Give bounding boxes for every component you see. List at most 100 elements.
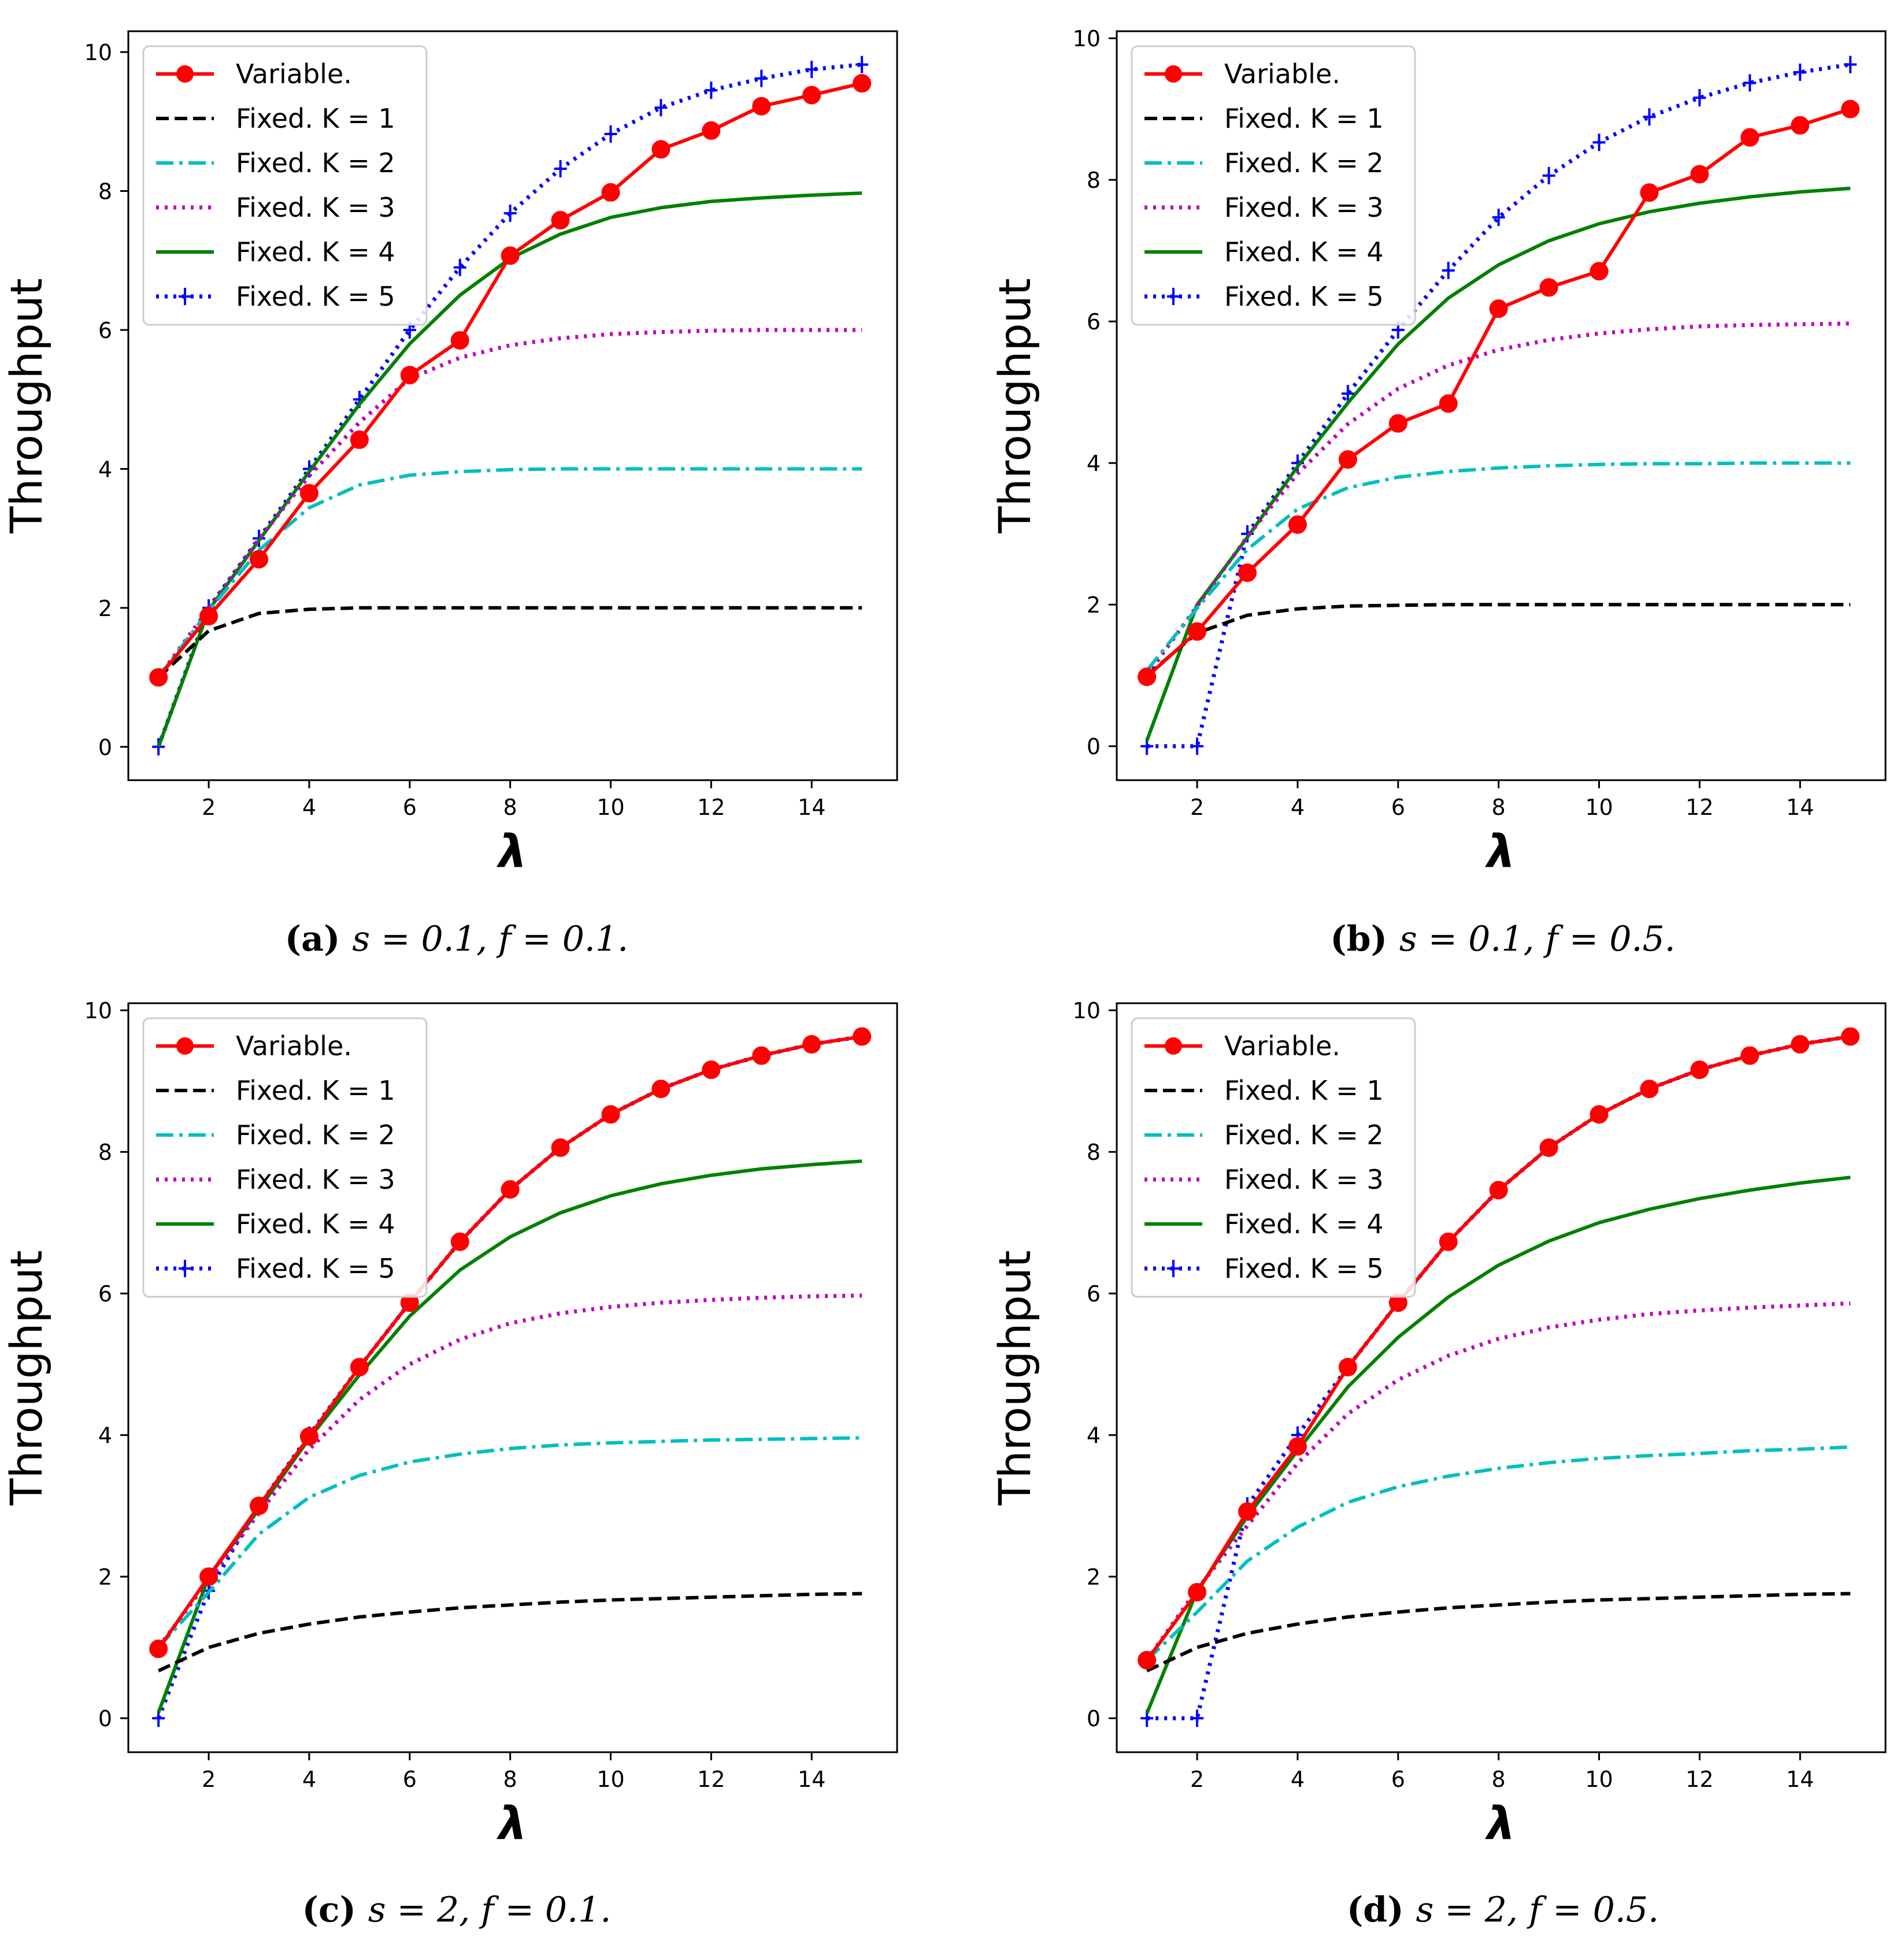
data-point-variable [752,97,771,116]
x-tick-label: 6 [403,795,417,820]
x-axis-label: λ [496,1798,527,1850]
y-tick-label: 10 [84,40,112,65]
data-point-variable [1590,1105,1609,1124]
x-tick-label: 4 [302,795,316,820]
series-line-k5 [1147,62,1851,748]
x-axis-label: λ [1484,826,1515,878]
series-line-k3 [1145,1301,1851,1661]
legend-entry-label: Fixed. K = 2 [1224,147,1384,179]
data-point-variable [1439,394,1458,413]
data-point-k5 [503,204,517,222]
data-point-variable [702,1060,721,1080]
data-point-k5 [1794,64,1807,81]
series-line-k1 [157,1592,862,1672]
series-k2 [157,1436,862,1649]
data-point-variable [1690,165,1709,184]
legend-entry-label: Fixed. K = 2 [236,1119,395,1151]
chart-caption: (b) s = 0.1, f = 0.5. [1330,919,1676,959]
data-point-variable [501,246,520,265]
caption-tag: (c) [302,1890,368,1930]
x-tick-label: 8 [1492,795,1506,820]
data-point-variable [1138,667,1157,687]
legend-entry-label: Fixed. K = 5 [236,1253,395,1284]
data-point-k5 [1592,133,1606,151]
x-tick-label: 4 [302,1767,316,1792]
series-line-k4 [1145,1175,1851,1714]
series-k3 [1145,1301,1851,1661]
series-k4 [1145,1175,1851,1714]
data-point-variable [450,331,469,350]
legend-marker-variable [1165,1037,1182,1055]
data-point-k5 [1191,1709,1204,1727]
series-line-k1 [1146,603,1851,677]
series-k2 [1145,461,1851,672]
data-point-k5 [654,99,668,117]
x-tick-label: 14 [1786,795,1814,820]
legend-entry-label: Fixed. K = 4 [236,236,395,268]
legend-entry-label: Fixed. K = 2 [1224,1119,1384,1151]
legend-entry-label: Fixed. K = 3 [1224,1164,1384,1195]
chart-panel-b: 2 4 6 8 10 12 14 0 2 4 6 8 10 λ Throughput Variable. Fix… [989,26,1887,959]
data-point-k5 [1341,385,1354,403]
data-point-variable [1338,1357,1357,1377]
data-point-variable [1791,116,1810,135]
data-point-variable [400,366,419,385]
data-point-variable [1690,1060,1709,1080]
data-point-k5 [1743,74,1757,92]
data-point-variable [250,1496,269,1515]
series-k1 [1146,1592,1851,1672]
y-tick-label: 10 [1073,26,1101,51]
data-point-k5 [1844,55,1857,73]
data-point-variable [1590,262,1609,281]
x-tick-label: 4 [1291,795,1305,820]
legend-marker-variable [176,65,194,83]
legend-marker-variable [1165,65,1182,83]
y-axis-label: Throughput [1,1250,52,1505]
x-tick-label: 10 [1585,795,1613,820]
y-tick-label: 6 [1087,1281,1101,1307]
y-tick-label: 8 [98,1140,112,1165]
data-point-variable [1640,1080,1659,1099]
legend: Variable. Fixed. K = 1 Fixed. K = 2 Fixed. … [1131,1017,1416,1298]
legend-entry-label: Variable. [1224,1030,1340,1062]
legend: Variable. Fixed. K = 1 Fixed. K = 2 Fixed. … [1131,45,1416,326]
data-point-k5 [1643,108,1656,126]
x-axis-label: λ [496,826,527,878]
data-point-k5 [1492,209,1505,227]
series-variable [149,74,872,687]
data-point-variable [702,121,721,140]
data-point-variable [1489,1181,1508,1200]
series-k2 [1146,1445,1851,1661]
y-tick-label: 2 [1087,592,1101,618]
x-tick-label: 14 [798,1767,825,1792]
y-tick-label: 0 [98,1706,112,1731]
data-point-variable [250,550,269,569]
legend-entry-label: Fixed. K = 5 [1224,1253,1384,1284]
y-tick-label: 0 [1087,734,1101,759]
y-axis-label: Throughput [989,278,1040,533]
y-tick-label: 2 [1087,1564,1101,1590]
y-tick-label: 2 [98,1564,112,1590]
data-point-variable [551,211,570,230]
data-point-variable [350,430,369,449]
legend-entry-label: Variable. [236,58,352,90]
x-tick-label: 14 [1786,1767,1814,1792]
x-tick-label: 2 [202,795,216,820]
data-point-variable [752,1046,771,1065]
y-tick-label: 10 [84,998,112,1023]
x-tick-label: 4 [1291,1767,1305,1792]
y-tick-label: 4 [98,457,112,482]
x-tick-label: 10 [1585,1767,1613,1792]
legend-entry-label: Fixed. K = 1 [236,1075,395,1106]
y-tick-label: 10 [1073,998,1101,1023]
x-tick-label: 12 [697,795,725,820]
data-point-variable [1640,183,1659,202]
series-variable [149,1027,872,1659]
legend-entry-label: Fixed. K = 1 [1224,1075,1384,1106]
plot-frame [1116,30,1887,781]
caption-text: s = 2, f = 0.1. [368,1890,612,1930]
data-point-k5 [604,125,617,143]
data-point-k5 [855,55,869,73]
data-point-variable [149,1640,168,1659]
